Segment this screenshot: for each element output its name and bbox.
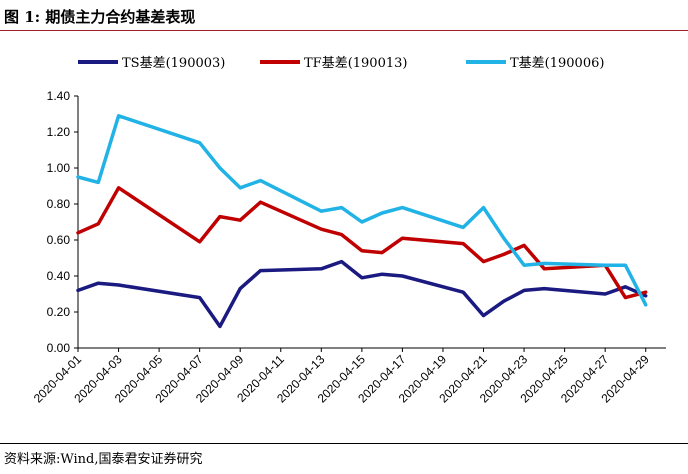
series-line-2 [76, 114, 648, 307]
plot-lines [76, 114, 648, 329]
data-point [502, 300, 505, 303]
data-point [239, 287, 242, 290]
data-point [117, 114, 120, 118]
data-point [76, 289, 80, 292]
data-point [401, 206, 404, 209]
series-line-1 [76, 186, 648, 300]
data-point [502, 237, 505, 240]
data-point [482, 206, 485, 209]
data-point [624, 296, 627, 299]
data-point [198, 296, 201, 299]
basis-line-chart: TS基差(190003) TF基差(190013) T基差(190006) 0.00… [31, 56, 666, 406]
data-point [644, 291, 647, 294]
data-point [340, 233, 343, 236]
series-line-0 [76, 259, 648, 329]
data-point [502, 253, 505, 256]
data-point [360, 276, 364, 279]
data-point [482, 260, 485, 263]
data-point [380, 273, 384, 276]
data-point [117, 186, 120, 189]
y-tick-label: 0.00 [47, 341, 71, 355]
data-point [97, 181, 100, 184]
y-tick-label: 1.00 [47, 161, 71, 175]
legend: TS基差(190003) TF基差(190013) T基差(190006) [78, 56, 604, 71]
data-point [401, 274, 404, 278]
data-point [218, 215, 222, 218]
data-point [644, 294, 647, 297]
data-point [522, 289, 526, 292]
data-point [401, 237, 404, 240]
data-point [543, 262, 546, 265]
figure-title: 图 1: 期债主力合约基差表现 [4, 8, 196, 26]
y-tick-label: 0.60 [47, 233, 71, 247]
y-tick-label: 0.40 [47, 269, 71, 283]
source-rule [0, 443, 688, 444]
data-point [603, 264, 607, 267]
data-point [624, 264, 627, 267]
data-point [482, 314, 485, 317]
data-point [543, 267, 546, 270]
data-point [259, 201, 262, 204]
x-axis: 2020-04-012020-04-032020-04-052020-04-07… [31, 347, 666, 406]
legend-label-0: TS基差(190003) [122, 56, 225, 71]
data-point [380, 251, 384, 254]
data-point [259, 269, 262, 272]
data-point [117, 283, 120, 287]
legend-label-2: T基差(190006) [510, 56, 604, 71]
data-point [320, 210, 323, 213]
y-tick-label: 0.20 [47, 305, 71, 319]
y-tick-label: 1.40 [47, 89, 71, 103]
data-point [320, 228, 323, 231]
data-point [198, 141, 201, 144]
data-point [603, 292, 607, 296]
title-rule [0, 30, 688, 31]
data-point [76, 231, 80, 234]
data-point [380, 211, 384, 215]
data-point [320, 267, 323, 270]
data-point [340, 206, 343, 209]
y-tick-label: 1.20 [47, 125, 71, 139]
data-point [218, 166, 222, 170]
data-point [522, 264, 526, 267]
data-point [360, 249, 364, 252]
data-point [239, 186, 242, 189]
data-point [462, 226, 465, 229]
data-point [259, 179, 262, 182]
data-point [360, 220, 364, 224]
y-axis: 0.00 0.20 0.40 0.60 0.80 1.00 1.20 1.40 [47, 89, 79, 355]
data-point [340, 260, 343, 263]
data-point [97, 222, 100, 225]
data-point [624, 285, 627, 288]
data-point [462, 242, 465, 245]
y-tick-label: 0.80 [47, 197, 71, 211]
data-point [97, 282, 100, 285]
data-point [198, 240, 201, 243]
data-point [218, 325, 222, 328]
data-point [462, 291, 465, 294]
data-point [76, 175, 80, 179]
data-point [239, 219, 242, 222]
data-point [644, 303, 647, 306]
legend-label-1: TF基差(190013) [304, 56, 407, 71]
source-note: 资料来源:Wind,国泰君安证券研究 [4, 452, 203, 467]
data-point [543, 287, 546, 290]
data-point [522, 244, 526, 247]
